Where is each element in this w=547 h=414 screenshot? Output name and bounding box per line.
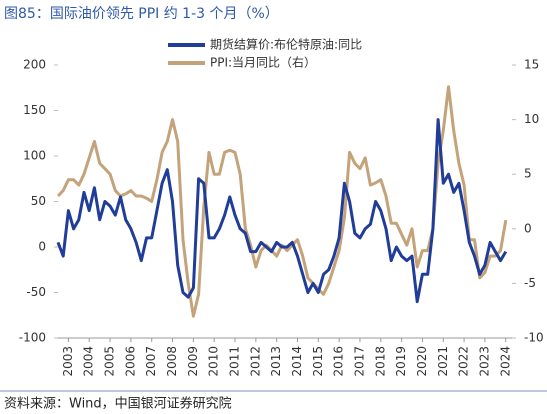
y-tick-label: 0 — [38, 240, 46, 254]
x-tick-label: 2009 — [186, 346, 200, 377]
x-tick-label: 2004 — [82, 346, 96, 377]
x-tick-label: 2024 — [498, 346, 512, 377]
data-line — [56, 118, 508, 304]
chart-title: 图85：国际油价领先 PPI 约 1-3 个月（%） — [4, 6, 279, 22]
legend-label: 期货结算价:布伦特原油:同比 — [210, 37, 362, 52]
x-tick-label: 2007 — [144, 346, 158, 377]
x-tick-label: 2022 — [457, 346, 471, 377]
x-tick-label: 2005 — [103, 346, 117, 377]
y2-tick-label: 0 — [524, 221, 532, 235]
source: 资料来源：Wind，中国银河证券研究院 — [4, 396, 232, 412]
x-tick-label: 2003 — [61, 346, 75, 377]
x-tick-label: 2018 — [373, 346, 387, 377]
y2-tick-label: 5 — [524, 167, 532, 181]
x-tick-label: 2020 — [415, 346, 429, 377]
y-tick-label: 100 — [23, 149, 46, 163]
x-tick-label: 2015 — [311, 346, 325, 377]
y-tick-label: 150 — [23, 103, 46, 117]
x-tick-label: 2023 — [477, 346, 491, 377]
y-tick-label: 50 — [31, 194, 46, 208]
x-tick-label: 2016 — [332, 346, 346, 377]
x-tick-label: 2019 — [394, 346, 408, 377]
x-tick-label: 2011 — [228, 346, 242, 377]
legend-label: PPI:当月同比（右） — [210, 55, 316, 70]
y-tick-label: -50 — [26, 285, 46, 299]
y2-tick-label: -5 — [524, 276, 536, 290]
y2-tick-label: 15 — [524, 58, 539, 72]
x-tick-label: 2013 — [269, 346, 283, 377]
x-tick-label: 2017 — [352, 346, 366, 377]
y2-tick-label: 10 — [524, 112, 539, 126]
x-tick-label: 2014 — [290, 346, 304, 377]
y-tick-label: -100 — [19, 331, 46, 345]
x-tick-label: 2010 — [207, 346, 221, 377]
x-tick-label: 2021 — [436, 346, 450, 377]
x-tick-label: 2012 — [248, 346, 262, 377]
y2-tick-label: -10 — [524, 331, 544, 345]
y-tick-label: 200 — [23, 58, 46, 72]
x-tick-label: 2008 — [165, 346, 179, 377]
x-tick-label: 2006 — [123, 346, 137, 377]
